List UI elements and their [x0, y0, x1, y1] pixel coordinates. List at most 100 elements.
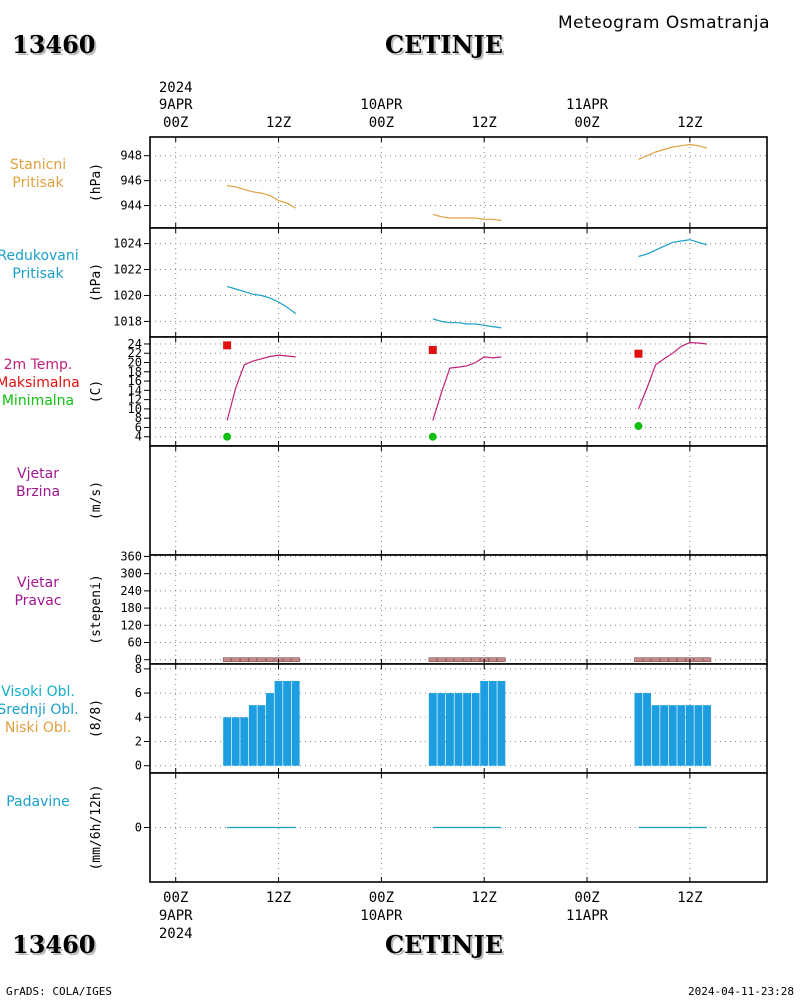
- cloud-bar: [685, 705, 694, 766]
- panel-label: Padavine: [6, 794, 70, 810]
- cloud-bar: [266, 693, 274, 766]
- cloud-bar: [471, 693, 480, 766]
- y-tick-label: 4: [135, 710, 142, 724]
- y-tick-label: 948: [120, 149, 142, 163]
- hour-label-bottom: 12Z: [266, 890, 291, 906]
- wind-dir-bar: [265, 657, 275, 662]
- year-label-bottom: 2024: [159, 926, 193, 942]
- wind-dir-bar: [231, 657, 240, 662]
- hour-label-top: 12Z: [677, 115, 702, 131]
- y-tick-label: 10: [128, 402, 142, 416]
- cloud-bar: [257, 705, 266, 766]
- cloud-bar: [694, 705, 703, 766]
- y-tick-label: 1020: [113, 288, 142, 302]
- panel-bg-temperature: [150, 337, 767, 446]
- footer-timestamp: 2024-04-11-23:28: [688, 985, 794, 998]
- tmax-marker: [634, 349, 643, 358]
- y-tick-label: 300: [120, 567, 142, 581]
- y-tick-label: 60: [128, 635, 142, 649]
- hour-label-top: 00Z: [369, 115, 394, 131]
- panel-label: Vjetar: [17, 466, 59, 482]
- panel-unit-label: (m/s): [89, 481, 104, 520]
- tmax-marker: [428, 345, 437, 354]
- y-tick-label: 24: [128, 337, 142, 351]
- series-line: [432, 356, 502, 421]
- wind-dir-bar: [677, 657, 686, 662]
- tmin-marker: [634, 422, 643, 431]
- y-tick-label: 0: [135, 821, 142, 835]
- cloud-bar: [274, 680, 283, 766]
- panel-bg-wind_direction: [150, 555, 767, 664]
- hour-label-top: 00Z: [163, 115, 188, 131]
- series-line: [432, 213, 502, 222]
- panel-label: Srednji Obl.: [0, 702, 79, 718]
- wind-dir-bar: [291, 657, 300, 662]
- panel-label: Vjetar: [17, 575, 59, 591]
- panel-bg-wind_speed: [150, 446, 767, 555]
- wind-dir-bar: [659, 657, 669, 662]
- hour-label-bottom: 00Z: [369, 890, 394, 906]
- hour-label-top: 12Z: [266, 115, 291, 131]
- y-tick-label: 1018: [113, 314, 142, 328]
- wind-dir-bar: [642, 657, 652, 662]
- cloud-bar: [428, 693, 437, 766]
- cloud-bar: [437, 693, 446, 766]
- cloud-bar: [660, 705, 669, 766]
- wind-dir-bar: [488, 657, 498, 662]
- y-tick-label: 20: [128, 356, 142, 370]
- panel-label: Brzina: [16, 484, 60, 500]
- wind-dir-bar: [428, 657, 438, 662]
- cloud-bar: [497, 680, 506, 766]
- wind-dir-bar: [454, 657, 463, 662]
- panel-label: 2m Temp.: [4, 357, 73, 373]
- panel-unit-label: (hPa): [89, 263, 104, 302]
- panel-label: Visoki Obl.: [1, 684, 75, 700]
- series-line: [638, 143, 708, 160]
- hour-label-top: 12Z: [472, 115, 497, 131]
- date-label-top: 9APR: [159, 97, 193, 113]
- footer-credit: GrADS: COLA/IGES: [6, 985, 112, 998]
- cloud-bar: [677, 705, 686, 766]
- wind-dir-bar: [471, 657, 480, 662]
- wind-dir-bar: [651, 657, 660, 662]
- cloud-bar: [283, 680, 292, 766]
- date-label-bottom: 9APR: [159, 908, 193, 924]
- y-tick-label: 1024: [113, 237, 142, 251]
- wind-dir-bar: [222, 657, 232, 662]
- hour-label-top: 00Z: [574, 115, 599, 131]
- panel-label: Pritisak: [12, 266, 64, 282]
- wind-dir-bar: [694, 657, 703, 662]
- y-tick-label: 8: [135, 662, 142, 676]
- wind-dir-bar: [437, 657, 446, 662]
- station-id-top: 13460: [12, 30, 96, 59]
- date-label-top: 11APR: [566, 97, 609, 113]
- wind-dir-bar: [634, 657, 643, 662]
- wind-dir-bar: [240, 657, 249, 662]
- panel-label: Redukovani: [0, 248, 79, 264]
- panel-label: Pravac: [14, 593, 61, 609]
- station-name-bottom: CETINJE: [385, 930, 504, 959]
- cloud-bar: [668, 705, 677, 766]
- y-tick-label: 1022: [113, 263, 142, 277]
- cloud-bar: [240, 717, 249, 766]
- hour-label-bottom: 00Z: [574, 890, 599, 906]
- y-tick-label: 18: [128, 365, 142, 379]
- y-tick-label: 2: [135, 735, 142, 749]
- wind-dir-bar: [257, 657, 266, 662]
- series-line: [432, 318, 502, 329]
- hour-label-bottom: 00Z: [163, 890, 188, 906]
- tmax-marker: [223, 341, 232, 350]
- panel-unit-label: (stepeni): [89, 574, 104, 644]
- date-label-bottom: 10APR: [360, 908, 403, 924]
- y-tick-label: 16: [128, 374, 142, 388]
- y-tick-label: 0: [135, 653, 142, 667]
- hour-label-bottom: 12Z: [472, 890, 497, 906]
- wind-dir-bar: [462, 657, 472, 662]
- tmin-marker: [428, 432, 437, 441]
- panel-unit-label: (mm/6h/12h): [89, 784, 104, 870]
- series-line: [638, 239, 708, 258]
- cloud-bar: [231, 717, 240, 766]
- series-line: [227, 185, 297, 209]
- series-line: [226, 354, 296, 421]
